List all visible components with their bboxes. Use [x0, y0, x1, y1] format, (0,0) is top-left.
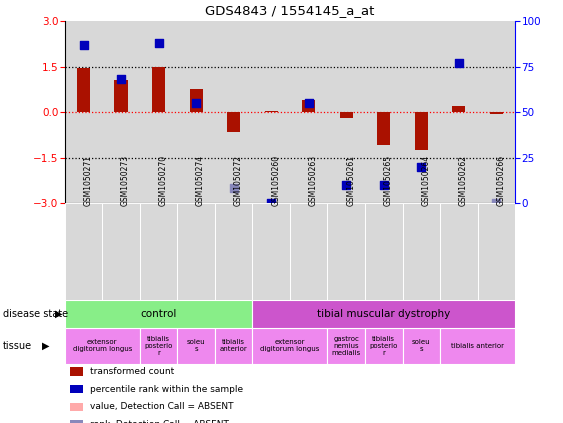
Bar [177, 328, 215, 364]
Text: GSM1050273: GSM1050273 [121, 155, 130, 206]
Bar [190, 89, 203, 112]
Bar [114, 80, 128, 112]
Bar [328, 203, 365, 300]
Point [492, 200, 501, 206]
Bar [102, 203, 140, 300]
Text: GSM1050266: GSM1050266 [497, 155, 506, 206]
Text: GSM1050264: GSM1050264 [421, 155, 430, 206]
Bar [290, 21, 328, 203]
Bar [265, 110, 278, 112]
Text: GSM1050263: GSM1050263 [309, 155, 318, 206]
Bar [365, 203, 403, 300]
Text: tibialis
anterior: tibialis anterior [220, 339, 248, 352]
Text: soleu
s: soleu s [412, 339, 431, 352]
Point [454, 60, 463, 66]
Bar [328, 328, 365, 364]
Bar [302, 100, 315, 112]
Bar [65, 203, 102, 300]
Bar [252, 300, 515, 328]
Bar [140, 21, 177, 203]
Bar [440, 328, 515, 364]
Text: control: control [140, 309, 177, 319]
Bar [477, 21, 515, 203]
Bar [102, 21, 140, 203]
Text: extensor
digitorum longus: extensor digitorum longus [260, 339, 320, 352]
Text: tibialis anterior: tibialis anterior [451, 343, 504, 349]
Bar [215, 328, 252, 364]
Bar [65, 300, 252, 328]
Text: GSM1050265: GSM1050265 [384, 155, 393, 206]
Text: GSM1050274: GSM1050274 [196, 155, 205, 206]
Point [79, 41, 88, 48]
Bar [290, 203, 328, 300]
Bar [477, 203, 515, 300]
Text: soleu
s: soleu s [187, 339, 205, 352]
Text: disease state: disease state [3, 309, 68, 319]
Bar [177, 203, 215, 300]
Point [267, 200, 276, 206]
Point [154, 40, 163, 47]
Bar [140, 328, 177, 364]
Text: GSM1050262: GSM1050262 [459, 155, 468, 206]
Text: percentile rank within the sample: percentile rank within the sample [90, 385, 243, 394]
Text: tibial muscular dystrophy: tibial muscular dystrophy [317, 309, 450, 319]
Bar [415, 112, 428, 150]
Text: rank, Detection Call = ABSENT: rank, Detection Call = ABSENT [90, 420, 229, 423]
Bar [252, 203, 290, 300]
Point [417, 163, 426, 170]
Bar [65, 328, 140, 364]
Bar [339, 112, 353, 118]
Text: tissue: tissue [3, 341, 32, 351]
Title: GDS4843 / 1554145_a_at: GDS4843 / 1554145_a_at [205, 4, 374, 17]
Text: gastroc
nemius
medialis: gastroc nemius medialis [332, 336, 361, 356]
Point [117, 76, 126, 83]
Text: GSM1050260: GSM1050260 [271, 155, 280, 206]
Bar [365, 21, 403, 203]
Text: value, Detection Call = ABSENT: value, Detection Call = ABSENT [90, 402, 233, 412]
Bar [328, 21, 365, 203]
Bar [490, 112, 503, 114]
Bar [440, 203, 477, 300]
Bar [152, 67, 165, 112]
Text: GSM1050271: GSM1050271 [83, 155, 92, 206]
Point [229, 185, 238, 192]
Bar [177, 21, 215, 203]
Bar [77, 68, 90, 112]
Bar [252, 21, 290, 203]
Bar [140, 203, 177, 300]
Text: GSM1050272: GSM1050272 [234, 155, 243, 206]
Text: extensor
digitorum longus: extensor digitorum longus [73, 339, 132, 352]
Bar [365, 328, 403, 364]
Bar [403, 21, 440, 203]
Point [379, 181, 388, 188]
Text: tibialis
posterio
r: tibialis posterio r [369, 336, 398, 356]
Bar [65, 21, 102, 203]
Bar [403, 328, 440, 364]
Bar [440, 21, 477, 203]
Point [342, 181, 351, 188]
Point [304, 100, 313, 107]
Bar [227, 112, 240, 132]
Text: GSM1050270: GSM1050270 [159, 155, 168, 206]
Bar [403, 203, 440, 300]
Text: transformed count: transformed count [90, 367, 174, 376]
Bar [215, 21, 252, 203]
Bar [252, 328, 328, 364]
Point [191, 100, 200, 107]
Bar [452, 106, 466, 112]
Text: ▶: ▶ [42, 341, 50, 351]
Text: ▶: ▶ [55, 309, 62, 319]
Bar [215, 203, 252, 300]
Text: GSM1050261: GSM1050261 [346, 155, 355, 206]
Bar [377, 112, 390, 146]
Text: tibialis
posterio
r: tibialis posterio r [144, 336, 173, 356]
